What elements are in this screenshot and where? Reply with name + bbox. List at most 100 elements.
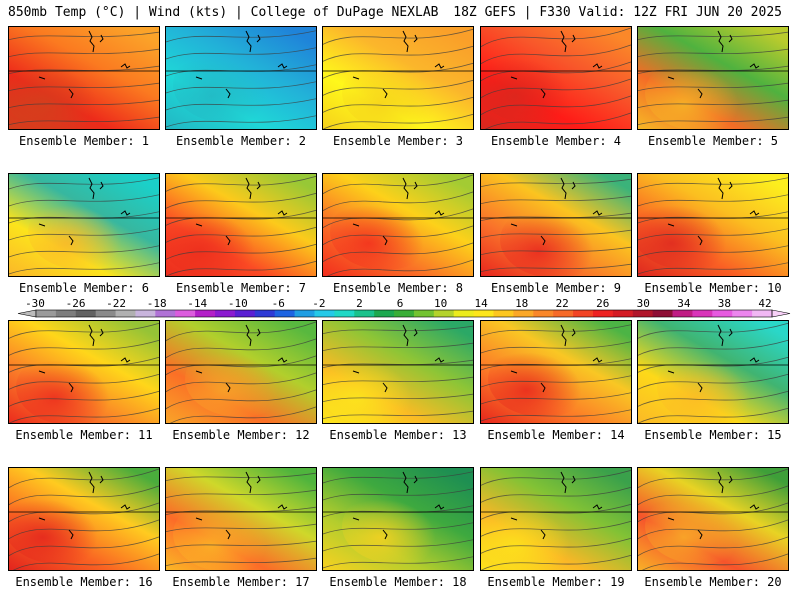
ensemble-map-4 bbox=[480, 26, 632, 130]
colorbar-tick-label: -2 bbox=[312, 297, 325, 310]
map-title: 850mb Temp (°C) | Wind (kts) | College o… bbox=[8, 5, 438, 20]
panel-label: Ensemble Member: 12 bbox=[162, 428, 320, 442]
colorbar-swatch bbox=[235, 310, 255, 317]
colorbar-swatch bbox=[116, 310, 136, 317]
temperature-field bbox=[323, 468, 473, 570]
temperature-colorbar: -30 -26 -22 -18 -14 -10 -6 -2 2 6 10 14 18 22 26 30 34 38… bbox=[0, 297, 800, 321]
ensemble-map-19 bbox=[480, 467, 632, 571]
panel-label: Ensemble Member: 4 bbox=[477, 134, 635, 148]
temperature-field bbox=[323, 174, 473, 276]
colorbar-tick-label: -6 bbox=[272, 297, 285, 310]
colorbar-swatch bbox=[195, 310, 215, 317]
colorbar-tick-label: 10 bbox=[434, 297, 447, 310]
panel-label: Ensemble Member: 10 bbox=[634, 281, 792, 295]
colorbar-swatch bbox=[394, 310, 414, 317]
temperature-field bbox=[9, 321, 159, 423]
colorbar-tick-label: 18 bbox=[515, 297, 528, 310]
panel-label: Ensemble Member: 11 bbox=[5, 428, 163, 442]
panel-label: Ensemble Member: 13 bbox=[319, 428, 477, 442]
colorbar-tick-label: 30 bbox=[637, 297, 650, 310]
colorbar-tick-label: 6 bbox=[397, 297, 404, 310]
temperature-field bbox=[9, 468, 159, 570]
colorbar-swatch bbox=[692, 310, 712, 317]
colorbar-swatch bbox=[36, 310, 56, 317]
colorbar-tick-label: -10 bbox=[228, 297, 248, 310]
colorbar-swatch bbox=[454, 310, 474, 317]
ensemble-map-15 bbox=[637, 320, 789, 424]
temperature-field bbox=[481, 321, 631, 423]
colorbar-swatch bbox=[275, 310, 295, 317]
colorbar-swatch bbox=[215, 310, 235, 317]
colorbar-swatch bbox=[653, 310, 673, 317]
colorbar-swatch bbox=[56, 310, 76, 317]
ensemble-map-12 bbox=[165, 320, 317, 424]
colorbar-swatch bbox=[533, 310, 553, 317]
colorbar-swatch bbox=[135, 310, 155, 317]
colorbar-swatch bbox=[732, 310, 752, 317]
ensemble-map-18 bbox=[322, 467, 474, 571]
colorbar-swatch bbox=[255, 310, 275, 317]
colorbar-tick-label: 34 bbox=[677, 297, 691, 310]
colorbar-swatch bbox=[553, 310, 573, 317]
colorbar-max-arrow bbox=[772, 310, 790, 317]
panel-label: Ensemble Member: 16 bbox=[5, 575, 163, 589]
colorbar-tick-label: -30 bbox=[25, 297, 45, 310]
panel-label: Ensemble Member: 18 bbox=[319, 575, 477, 589]
colorbar-tick-label: 42 bbox=[758, 297, 771, 310]
colorbar-swatch bbox=[573, 310, 593, 317]
colorbar-swatch bbox=[374, 310, 394, 317]
colorbar-tick-label: 14 bbox=[474, 297, 488, 310]
temperature-field bbox=[166, 27, 316, 129]
colorbar-swatch bbox=[314, 310, 334, 317]
ensemble-map-1 bbox=[8, 26, 160, 130]
temperature-field bbox=[166, 468, 316, 570]
temperature-field bbox=[481, 174, 631, 276]
colorbar-swatch bbox=[434, 310, 454, 317]
ensemble-map-14 bbox=[480, 320, 632, 424]
panel-label: Ensemble Member: 15 bbox=[634, 428, 792, 442]
temperature-field bbox=[9, 27, 159, 129]
colorbar-swatch bbox=[155, 310, 175, 317]
temperature-field bbox=[166, 174, 316, 276]
temperature-field bbox=[9, 174, 159, 276]
colorbar-tick-label: 2 bbox=[356, 297, 363, 310]
temperature-field bbox=[481, 27, 631, 129]
temperature-field bbox=[323, 321, 473, 423]
colorbar-tick-label: 26 bbox=[596, 297, 609, 310]
ensemble-map-3 bbox=[322, 26, 474, 130]
colorbar-swatch bbox=[334, 310, 354, 317]
ensemble-map-8 bbox=[322, 173, 474, 277]
panel-label: Ensemble Member: 19 bbox=[477, 575, 635, 589]
ensemble-map-6 bbox=[8, 173, 160, 277]
model-run-valid-time: 18Z GEFS | F330 Valid: 12Z FRI JUN 20 20… bbox=[453, 5, 782, 20]
colorbar-tick-label: -22 bbox=[106, 297, 126, 310]
panel-label: Ensemble Member: 3 bbox=[319, 134, 477, 148]
colorbar-tick-label: -26 bbox=[66, 297, 86, 310]
colorbar-swatch bbox=[76, 310, 96, 317]
panel-label: Ensemble Member: 14 bbox=[477, 428, 635, 442]
colorbar-swatch bbox=[593, 310, 613, 317]
panel-label: Ensemble Member: 8 bbox=[319, 281, 477, 295]
colorbar-swatch bbox=[633, 310, 653, 317]
ensemble-map-10 bbox=[637, 173, 789, 277]
colorbar-swatch bbox=[673, 310, 693, 317]
panel-label: Ensemble Member: 9 bbox=[477, 281, 635, 295]
colorbar-tick-label: -14 bbox=[187, 297, 207, 310]
colorbar-swatch bbox=[414, 310, 434, 317]
colorbar-swatch bbox=[752, 310, 772, 317]
colorbar-swatch bbox=[712, 310, 732, 317]
ensemble-map-13 bbox=[322, 320, 474, 424]
ensemble-map-17 bbox=[165, 467, 317, 571]
colorbar-tick-label: 38 bbox=[718, 297, 731, 310]
colorbar-swatch bbox=[494, 310, 514, 317]
panel-label: Ensemble Member: 1 bbox=[5, 134, 163, 148]
colorbar-tick-label: 22 bbox=[556, 297, 569, 310]
ensemble-map-11 bbox=[8, 320, 160, 424]
ensemble-map-20 bbox=[637, 467, 789, 571]
ensemble-map-9 bbox=[480, 173, 632, 277]
ensemble-map-2 bbox=[165, 26, 317, 130]
panel-label: Ensemble Member: 20 bbox=[634, 575, 792, 589]
panel-label: Ensemble Member: 7 bbox=[162, 281, 320, 295]
temperature-field bbox=[638, 321, 788, 423]
colorbar-min-arrow bbox=[18, 310, 36, 317]
